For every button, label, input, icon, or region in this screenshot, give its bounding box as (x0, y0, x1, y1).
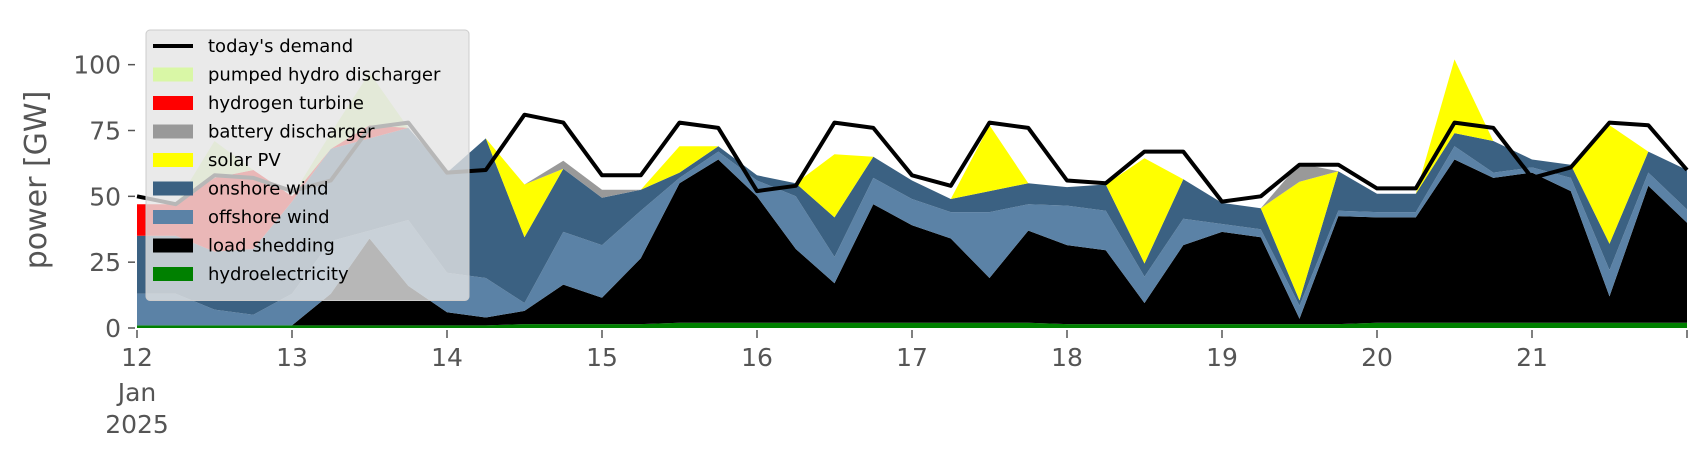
y-tick-label: 50 (89, 182, 121, 211)
legend-box (145, 29, 470, 301)
legend-swatch-solar-pv (153, 153, 193, 167)
legend-label-hydrogen-turbine: hydrogen turbine (208, 93, 364, 114)
x-tick-label: 14 (431, 343, 463, 372)
y-tick-label: 0 (105, 314, 121, 343)
legend-label-solar-pv: solar PV (208, 150, 281, 171)
area-offshore-wind (137, 146, 1687, 326)
x-tick-label: 20 (1361, 343, 1393, 372)
legend-label-today-s-demand: today's demand (208, 36, 353, 57)
area-series-group (137, 59, 1687, 328)
legend-swatch-onshore-wind (153, 181, 193, 196)
legend-label-onshore-wind: onshore wind (208, 179, 329, 200)
y-tick-label: 75 (89, 117, 121, 146)
y-tick-label: 25 (89, 248, 121, 277)
x-tick-label: 18 (1051, 343, 1083, 372)
legend-swatch-hydroelectricity (153, 267, 193, 281)
x-tick-label: 12 (121, 343, 153, 372)
legend-label-load-shedding: load shedding (208, 236, 335, 257)
legend-swatch-hydrogen-turbine (153, 96, 193, 110)
legend-swatch-offshore-wind (153, 210, 193, 224)
x-tick-label: 13 (276, 343, 308, 372)
legend-label-hydroelectricity: hydroelectricity (208, 264, 349, 285)
x-tick-label: 16 (741, 343, 773, 372)
legend-swatch-load-shedding (153, 238, 193, 253)
y-axis-label: power [GW] (19, 91, 54, 270)
legend-swatch-pumped-hydro-discharger (153, 67, 193, 82)
axes-group: 0 25 50 75 100 power [GW] 12 13 14 15 16 17 18 19 20 21… (19, 51, 1688, 439)
x-tick-label: 19 (1206, 343, 1238, 372)
legend-label-pumped-hydro-discharger: pumped hydro discharger (208, 65, 441, 86)
legend-label-offshore-wind: offshore wind (208, 207, 330, 228)
legend-label-battery-discharger: battery discharger (208, 122, 375, 143)
y-tick-label: 100 (73, 51, 121, 80)
area-solar-pv (137, 59, 1687, 301)
x-date-label: 2025 (105, 410, 169, 439)
x-tick-label: 21 (1516, 343, 1548, 372)
area-hydroelectricity (137, 322, 1687, 328)
area-onshore-wind (137, 127, 1687, 315)
area-load-shedding (137, 159, 1687, 326)
legend: today's demand pumped hydro discharger hyd… (145, 29, 470, 301)
x-tick-label: 17 (896, 343, 928, 372)
x-tick-label: 15 (586, 343, 618, 372)
x-date-label: Jan (116, 378, 157, 407)
legend-swatch-battery-discharger (153, 124, 193, 139)
